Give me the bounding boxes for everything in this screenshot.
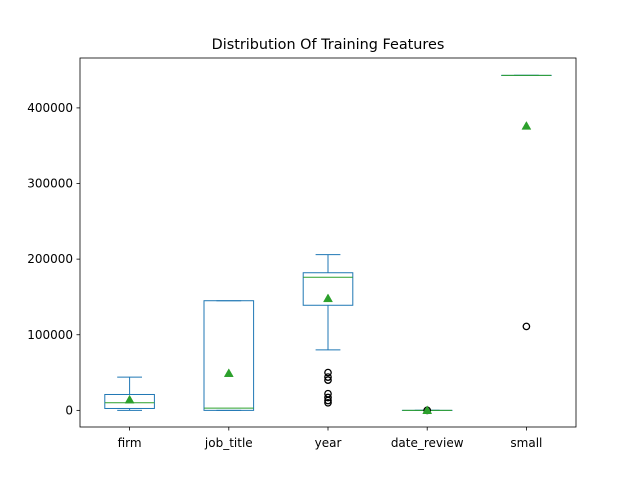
x-tick-label: small [510,436,542,450]
y-tick-label: 300000 [27,177,73,191]
x-tick-label: job_title [204,436,253,450]
x-tick-label: date_review [391,436,464,450]
y-tick-label: 0 [65,403,73,417]
chart-title: Distribution Of Training Features [212,37,445,53]
y-tick-label: 200000 [27,252,73,266]
y-tick-label: 400000 [27,101,73,115]
x-tick-label: firm [118,436,142,450]
x-tick-label: year [315,436,342,450]
y-tick-label: 100000 [27,328,73,342]
